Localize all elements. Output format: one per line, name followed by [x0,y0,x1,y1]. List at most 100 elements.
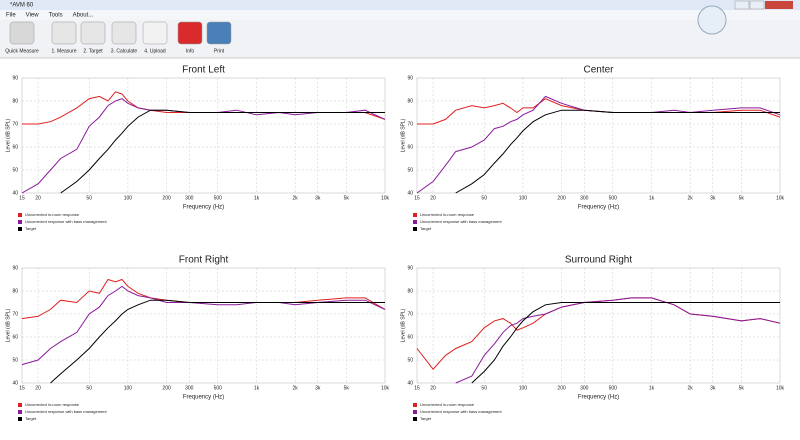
x-tick-label: 15 [19,195,25,201]
x-tick-label: 15 [19,385,25,391]
legend-swatch [18,410,22,414]
legend-swatch [413,227,417,231]
legend-swatch [413,213,417,217]
x-tick-label: 300 [185,385,194,391]
menu-item[interactable]: File [6,13,16,19]
toolbar-label[interactable]: 2. Target [83,48,103,54]
x-tick-label: 300 [580,385,589,391]
toolbar-label[interactable]: Info [186,48,195,54]
toolbar-label[interactable]: 4. Upload [144,48,166,54]
legend-swatch [18,403,22,407]
minimize-button[interactable] [734,0,750,10]
x-tick-label: 5k [739,385,745,391]
y-tick-label: 90 [12,75,18,81]
x-tick-label: 2k [688,195,694,201]
x-axis-label: Frequency (Hz) [578,395,619,401]
legend-label: Target [25,226,37,231]
toolbar-icon[interactable] [177,21,203,45]
maximize-button[interactable] [749,0,765,10]
y-tick-label: 80 [12,98,18,104]
x-tick-label: 10k [776,195,785,201]
y-tick-label: 90 [407,75,413,81]
toolbar-icon[interactable] [51,21,77,45]
x-tick-label: 2k [293,385,299,391]
x-tick-label: 3k [710,195,716,201]
y-tick-label: 70 [407,121,413,127]
x-tick-label: 500 [214,385,223,391]
y-tick-label: 70 [12,121,18,127]
legend-label: Target [25,416,37,421]
x-axis-label: Frequency (Hz) [183,205,224,211]
x-tick-label: 20 [35,385,41,391]
x-tick-label: 2k [293,195,299,201]
x-tick-label: 5k [344,195,350,201]
menu-item[interactable]: Tools [49,13,63,19]
toolbar-label[interactable]: Print [214,48,225,54]
menu-item[interactable]: View [26,13,40,19]
legend-swatch [18,220,22,224]
toolbar-icon[interactable] [142,21,168,45]
response-line [21,98,386,194]
response-line [60,109,385,194]
x-tick-label: 200 [162,385,171,391]
legend-swatch [413,410,417,414]
chart-title: Front Left [182,65,225,76]
x-tick-label: 1k [254,195,260,201]
y-tick-label: 40 [407,190,413,196]
legend-label: Target [420,416,432,421]
y-tick-label: 50 [407,357,413,363]
legend-label: Uncorrected in-room response [25,212,80,217]
y-tick-label: 80 [12,288,18,294]
toolbar-label[interactable]: 3. Calculate [111,48,138,54]
y-tick-label: 90 [407,265,413,271]
legend-label: Uncorrected in-room response [420,212,475,217]
y-tick-label: 60 [12,144,18,150]
x-tick-label: 100 [519,195,528,201]
response-line [455,297,781,384]
x-tick-label: 50 [481,195,487,201]
x-tick-label: 5k [739,195,745,201]
x-tick-label: 20 [35,195,41,201]
toolbar-icon[interactable] [9,21,35,45]
x-axis-label: Frequency (Hz) [578,205,619,211]
x-tick-label: 100 [124,195,133,201]
window-title: *AVM 60 [10,3,34,9]
menu-item[interactable]: About... [73,13,94,19]
y-tick-label: 50 [407,167,413,173]
x-tick-label: 200 [557,195,566,201]
toolbar-icon[interactable] [111,21,137,45]
chart-title: Surround Right [565,255,632,266]
legend-swatch [413,403,417,407]
y-tick-label: 50 [12,167,18,173]
x-tick-label: 200 [162,195,171,201]
response-line [455,109,780,194]
y-tick-label: 60 [12,334,18,340]
x-tick-label: 2k [688,385,694,391]
legend-label: Uncorrected response with bass managemen… [420,409,502,414]
title-bar [0,0,800,10]
toolbar-icon[interactable] [80,21,106,45]
legend-label: Uncorrected response with bass managemen… [420,219,502,224]
y-tick-label: 80 [407,98,413,104]
x-axis-label: Frequency (Hz) [183,395,224,401]
legend-swatch [413,417,417,421]
y-tick-label: 70 [407,311,413,317]
x-tick-label: 10k [381,385,390,391]
x-tick-label: 15 [414,385,420,391]
x-tick-label: 100 [124,385,133,391]
chart-title: Center [583,65,614,76]
close-button[interactable] [765,1,793,9]
x-tick-label: 500 [609,195,618,201]
legend-label: Uncorrected in-room response [25,402,80,407]
toolbar-label[interactable]: 1. Measure [51,48,76,54]
y-tick-label: 40 [12,380,18,386]
x-tick-label: 300 [580,195,589,201]
toolbar-label[interactable]: Quick Measure [5,48,39,54]
x-tick-label: 500 [609,385,618,391]
x-tick-label: 10k [381,195,390,201]
x-tick-label: 3k [315,385,321,391]
toolbar-icon[interactable] [206,21,232,45]
response-line [471,302,780,384]
x-tick-label: 15 [414,195,420,201]
